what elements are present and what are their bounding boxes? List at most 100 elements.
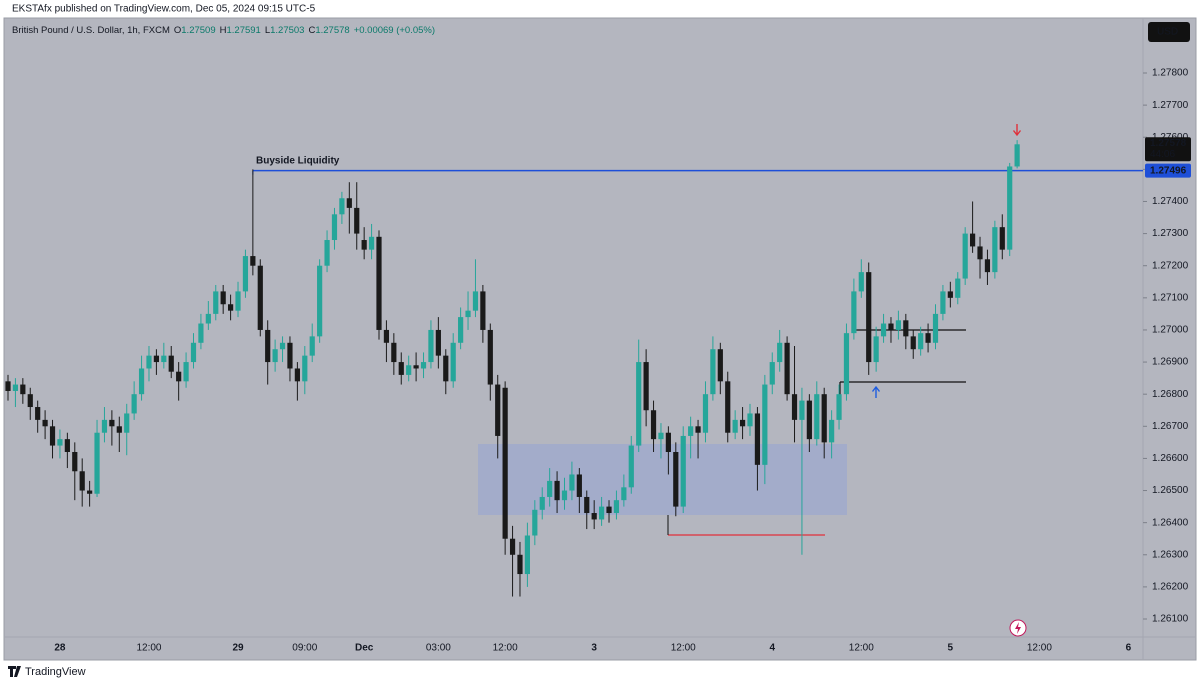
brand-name: TradingView (25, 666, 86, 678)
currency-button-label[interactable]: USD (1157, 27, 1178, 38)
y-tick-label: 1.27800 (1152, 68, 1189, 79)
candle-body (294, 368, 300, 382)
candle-body (1007, 166, 1013, 250)
candle-body (606, 506, 612, 514)
ohlc-label: O (174, 25, 181, 36)
candle-body (918, 333, 924, 350)
candle-body (843, 333, 850, 395)
candle-body (354, 207, 360, 234)
candle-body (665, 432, 671, 452)
candle-body (576, 474, 582, 497)
last-price-label: 1.27578 (1150, 138, 1187, 149)
x-tick-label: Dec (355, 643, 374, 654)
last-price-tag (1145, 137, 1191, 162)
x-tick-label: 4 (769, 643, 775, 654)
candle-body (650, 410, 657, 440)
candle-body (710, 349, 716, 395)
symbol-title: British Pound / U.S. Dollar, 1h, FXCM (12, 25, 170, 36)
candle-body (287, 342, 293, 369)
publisher-line: EKSTAfx published on TradingView.com, De… (12, 4, 316, 15)
candle-body (806, 400, 812, 440)
candle-body (814, 394, 820, 440)
candle-body (331, 214, 338, 241)
candle-body (554, 480, 560, 501)
candle-body (754, 413, 761, 465)
candle-body (5, 381, 11, 391)
candle-body (903, 320, 909, 337)
candle-body (124, 413, 130, 433)
candle-body (688, 426, 694, 436)
y-tick-label: 1.26400 (1152, 517, 1189, 528)
ohlc-label: H (220, 25, 227, 36)
candle-body (673, 451, 679, 507)
candle-body (977, 246, 983, 260)
candle-body (925, 333, 931, 343)
candle-body (947, 291, 953, 298)
y-tick-label: 1.27300 (1152, 228, 1189, 239)
candle-body (272, 349, 278, 363)
candle-body (732, 419, 738, 433)
candle-body (702, 394, 709, 433)
candle-body (628, 445, 634, 488)
currency-button[interactable] (1148, 22, 1190, 42)
candle-body (739, 419, 746, 427)
candle-body (324, 240, 330, 266)
candle-body (858, 272, 864, 292)
candle-body (72, 451, 78, 472)
x-tick-label: 03:00 (426, 643, 451, 654)
candle-body (866, 272, 872, 363)
candle-body (213, 291, 219, 314)
ohlc-label: C (308, 25, 315, 36)
candle-body (302, 355, 308, 382)
candle-body (235, 291, 241, 311)
candle-body (821, 394, 827, 443)
candle-body (183, 362, 189, 382)
chart-panel (3, 17, 1197, 661)
candle-body (450, 342, 456, 382)
candle-body (101, 419, 108, 433)
candle-body (524, 535, 530, 575)
candle-body (532, 509, 538, 536)
candle-body (970, 233, 976, 247)
x-tick-label: 29 (232, 643, 244, 654)
candle-body (242, 256, 249, 292)
candle-body (547, 480, 553, 497)
candle-body (443, 355, 449, 382)
candle-body (791, 394, 798, 420)
y-tick-label: 1.26200 (1152, 582, 1189, 593)
candle-body (784, 342, 790, 395)
candle-body (502, 387, 508, 539)
x-tick-label: 12:00 (1027, 643, 1052, 654)
candle-body (584, 496, 590, 514)
candle-body (695, 426, 701, 433)
candle-body (368, 236, 375, 250)
candle-body (190, 342, 197, 363)
level-price-label: 1.27496 (1150, 165, 1187, 176)
candle-body (420, 362, 427, 369)
candle-body (895, 320, 901, 330)
candle-body (413, 365, 419, 369)
candle-body (168, 355, 174, 372)
ohlc-value: 1.27503 (270, 25, 304, 36)
candle-body (176, 371, 182, 382)
candle-body (851, 291, 857, 334)
candle-body (131, 394, 137, 414)
candle-body (509, 538, 516, 555)
ohlc-value: 1.27578 (315, 25, 349, 36)
y-tick-label: 1.26700 (1152, 421, 1189, 432)
x-tick-label: 09:00 (292, 643, 317, 654)
candle-body (747, 413, 753, 427)
y-tick-label: 1.26500 (1152, 485, 1189, 496)
candle-body (64, 439, 70, 452)
candle-body (49, 426, 56, 446)
y-tick-label: 1.27000 (1152, 325, 1189, 336)
candle-body (769, 362, 775, 385)
y-tick-label: 1.26600 (1152, 453, 1189, 464)
candle-body (458, 317, 464, 343)
candle-body (435, 329, 441, 356)
candle-body (57, 439, 63, 446)
candle-body (599, 506, 605, 520)
y-tick-label: 1.27400 (1152, 196, 1189, 207)
candle-body (250, 256, 256, 266)
